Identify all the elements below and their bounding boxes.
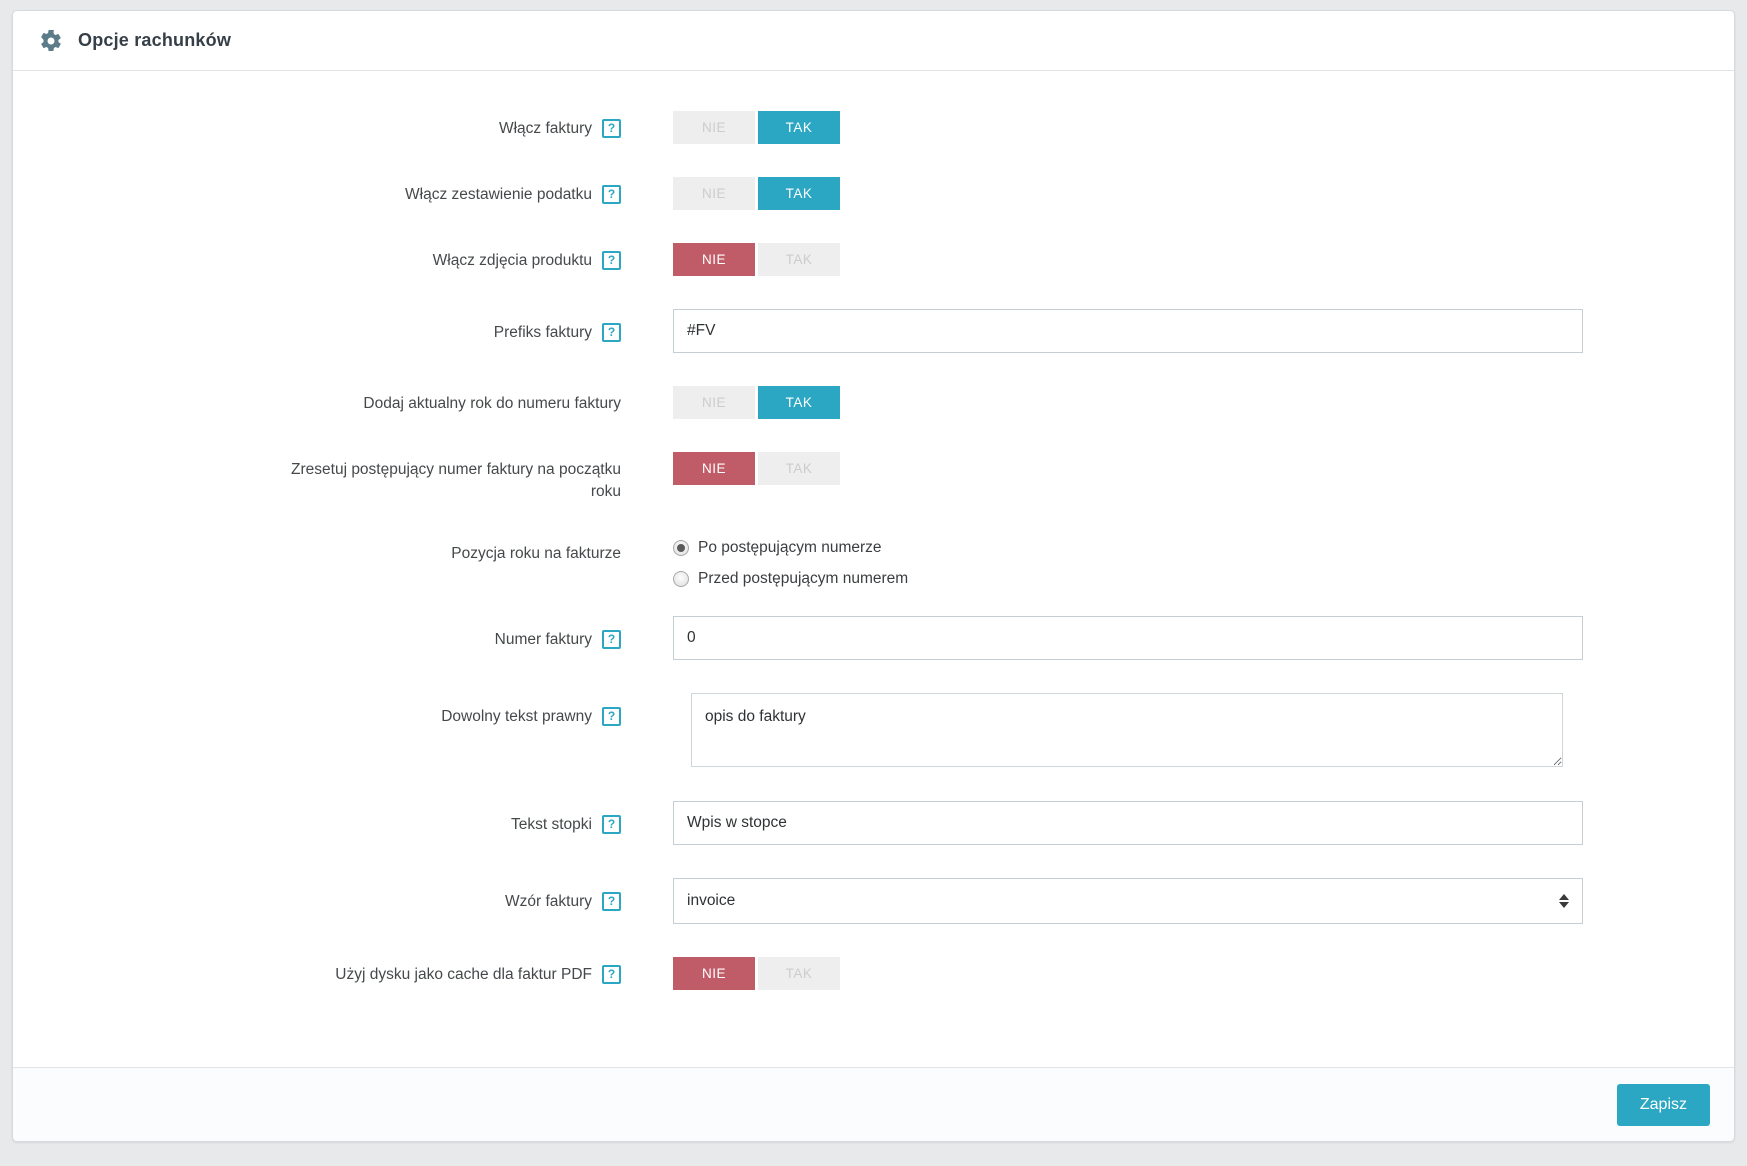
form-row-footer-text: Tekst stopki ? xyxy=(13,801,1734,845)
help-icon[interactable]: ? xyxy=(602,892,621,911)
radio-label: Przed postępującym numerem xyxy=(698,570,909,587)
field-label: Numer faktury xyxy=(494,631,592,648)
form-row-add-current-year: Dodaj aktualny rok do numeru faktury NIE… xyxy=(13,386,1734,419)
invoice-number-input[interactable] xyxy=(673,616,1583,660)
radio-option-after-number[interactable]: Po postępującym numerze xyxy=(673,539,1734,557)
toggle-option-nie[interactable]: NIE xyxy=(673,452,755,485)
footer-text-input[interactable] xyxy=(673,801,1583,845)
toggle-option-nie[interactable]: NIE xyxy=(673,386,755,419)
field-label: Tekst stopki xyxy=(511,816,592,833)
toggle-option-nie[interactable]: NIE xyxy=(673,957,755,990)
toggle-enable-product-images: NIE TAK xyxy=(673,243,840,276)
field-label: Pozycja roku na fakturze xyxy=(451,545,621,562)
radio-icon[interactable] xyxy=(673,571,689,587)
field-label: Włącz zestawienie podatku xyxy=(405,186,592,203)
form-row-legal-text: Dowolny tekst prawny ? opis do faktury xyxy=(13,693,1734,772)
field-label: Zresetuj postępujący numer faktury na po… xyxy=(291,461,621,500)
year-position-radio-group: Po postępującym numerze Przed postępując… xyxy=(673,536,1734,588)
field-label: Włącz faktury xyxy=(498,120,592,137)
select-selected-value: invoice xyxy=(687,892,736,909)
gear-icon xyxy=(41,29,61,51)
toggle-option-tak[interactable]: TAK xyxy=(758,957,840,990)
toggle-option-tak[interactable]: TAK xyxy=(758,177,840,210)
help-icon[interactable]: ? xyxy=(602,251,621,270)
form-row-year-position: Pozycja roku na fakturze Po postępującym… xyxy=(13,536,1734,588)
radio-icon[interactable] xyxy=(673,540,689,556)
field-label: Dowolny tekst prawny xyxy=(441,708,592,725)
form-row-invoice-model: Wzór faktury ? invoice xyxy=(13,878,1734,924)
toggle-option-tak[interactable]: TAK xyxy=(758,111,840,144)
toggle-enable-invoices: NIE TAK xyxy=(673,111,840,144)
help-icon[interactable]: ? xyxy=(602,630,621,649)
form-row-reset-number-yearly: Zresetuj postępujący numer faktury na po… xyxy=(13,452,1734,503)
toggle-reset-number-yearly: NIE TAK xyxy=(673,452,840,485)
invoice-prefix-input[interactable] xyxy=(673,309,1583,353)
toggle-pdf-disk-cache: NIE TAK xyxy=(673,957,840,990)
legal-text-textarea[interactable]: opis do faktury xyxy=(691,693,1563,767)
invoice-options-panel: Opcje rachunków Włącz faktury ? NIE TAK … xyxy=(12,10,1735,1142)
help-icon[interactable]: ? xyxy=(602,119,621,138)
toggle-option-tak[interactable]: TAK xyxy=(758,386,840,419)
radio-option-before-number[interactable]: Przed postępującym numerem xyxy=(673,570,1734,588)
form-row-pdf-disk-cache: Użyj dysku jako cache dla faktur PDF ? N… xyxy=(13,957,1734,990)
settings-form: Włącz faktury ? NIE TAK Włącz zestawieni… xyxy=(13,71,1734,1067)
toggle-option-nie[interactable]: NIE xyxy=(673,111,755,144)
form-row-enable-product-images: Włącz zdjęcia produktu ? NIE TAK xyxy=(13,243,1734,276)
help-icon[interactable]: ? xyxy=(602,815,621,834)
toggle-option-tak[interactable]: TAK xyxy=(758,243,840,276)
field-label: Dodaj aktualny rok do numeru faktury xyxy=(363,395,621,412)
help-icon[interactable]: ? xyxy=(602,965,621,984)
panel-header: Opcje rachunków xyxy=(13,11,1734,71)
help-icon[interactable]: ? xyxy=(602,323,621,342)
toggle-option-nie[interactable]: NIE xyxy=(673,243,755,276)
field-label: Użyj dysku jako cache dla faktur PDF xyxy=(335,966,592,983)
field-label: Prefiks faktury xyxy=(493,324,592,341)
radio-label: Po postępującym numerze xyxy=(698,539,882,556)
form-row-invoice-number: Numer faktury ? xyxy=(13,616,1734,660)
form-row-enable-tax-breakdown: Włącz zestawienie podatku ? NIE TAK xyxy=(13,177,1734,210)
field-label: Włącz zdjęcia produktu xyxy=(432,252,592,269)
toggle-enable-tax-breakdown: NIE TAK xyxy=(673,177,840,210)
form-row-invoice-prefix: Prefiks faktury ? xyxy=(13,309,1734,353)
invoice-model-select[interactable]: invoice xyxy=(673,878,1583,924)
toggle-option-nie[interactable]: NIE xyxy=(673,177,755,210)
toggle-add-current-year: NIE TAK xyxy=(673,386,840,419)
help-icon[interactable]: ? xyxy=(602,185,621,204)
save-button[interactable]: Zapisz xyxy=(1616,1083,1710,1126)
panel-footer: Zapisz xyxy=(13,1067,1734,1141)
form-row-enable-invoices: Włącz faktury ? NIE TAK xyxy=(13,111,1734,144)
help-icon[interactable]: ? xyxy=(602,707,621,726)
select-updown-icon xyxy=(1559,894,1569,908)
page-title: Opcje rachunków xyxy=(78,30,232,50)
toggle-option-tak[interactable]: TAK xyxy=(758,452,840,485)
field-label: Wzór faktury xyxy=(505,893,592,910)
